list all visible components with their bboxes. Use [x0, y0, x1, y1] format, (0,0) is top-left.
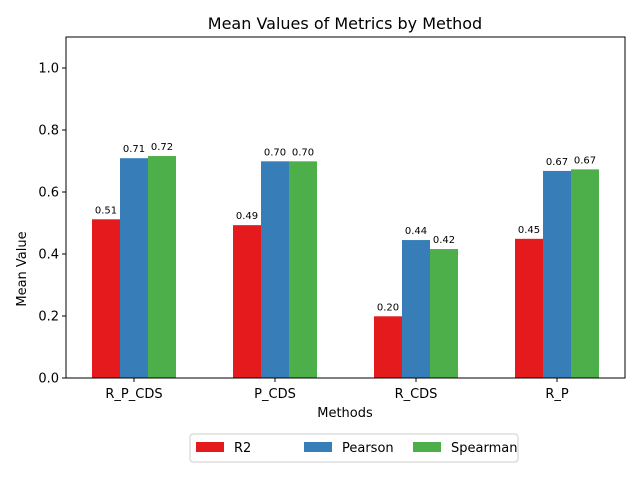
bar-r2-p_cds — [233, 225, 261, 378]
bar-r2-r_p_cds — [92, 219, 120, 378]
bar-spearman-r_p_cds — [148, 156, 176, 378]
chart-title: Mean Values of Metrics by Method — [208, 14, 482, 33]
y-axis-label: Mean Value — [15, 231, 30, 306]
bar-pearson-r_cds — [402, 240, 430, 378]
bar-spearman-p_cds — [289, 161, 317, 378]
bar-pearson-p_cds — [261, 161, 289, 378]
data-label: 0.51 — [95, 205, 117, 216]
data-label: 0.49 — [236, 211, 258, 222]
x-tick-label: R_P — [545, 387, 569, 402]
bar-pearson-r_p_cds — [120, 158, 148, 378]
bar-r2-r_p — [515, 238, 543, 378]
data-label: 0.45 — [518, 225, 540, 236]
y-tick-label: 0.8 — [38, 124, 59, 139]
value-labels-group: 0.51 0.49 0.20 0.45 0.71 0.70 0.44 0.67 0.72 0.70… — [95, 142, 596, 313]
bars-group — [92, 156, 599, 378]
x-axis-label: Methods — [317, 406, 373, 421]
legend-label-r2: R2 — [234, 441, 251, 456]
data-label: 0.71 — [123, 144, 145, 155]
data-label: 0.20 — [377, 302, 399, 313]
x-axis-ticks: R_P_CDS P_CDS R_CDS R_P — [105, 378, 569, 402]
y-tick-label: 0.2 — [38, 310, 59, 325]
bar-pearson-r_p — [543, 170, 571, 378]
legend-frame — [189, 433, 519, 463]
legend-swatch-pearson — [304, 442, 332, 452]
y-tick-label: 0.4 — [38, 248, 59, 263]
legend-swatch-spearman — [413, 442, 441, 452]
x-tick-label: R_CDS — [395, 387, 438, 402]
x-tick-label: R_P_CDS — [105, 387, 162, 402]
data-label: 0.70 — [264, 147, 286, 158]
y-tick-label: 0.6 — [38, 186, 59, 201]
legend-swatch-r2 — [196, 442, 224, 452]
bar-spearman-r_cds — [430, 249, 458, 378]
legend-label-pearson: Pearson — [342, 441, 394, 456]
legend-label-spearman: Spearman — [451, 441, 517, 456]
y-tick-label: 1.0 — [38, 62, 59, 77]
data-label: 0.67 — [546, 157, 568, 168]
data-label: 0.42 — [433, 235, 455, 246]
data-label: 0.44 — [405, 226, 427, 237]
data-label: 0.72 — [151, 142, 173, 153]
y-axis-ticks: 0.0 0.2 0.4 0.6 0.8 1.0 — [38, 62, 66, 387]
data-label: 0.70 — [292, 147, 314, 158]
legend: R2 Pearson Spearman — [189, 433, 519, 463]
data-label: 0.67 — [574, 155, 596, 166]
bar-r2-r_cds — [374, 316, 402, 378]
x-tick-label: P_CDS — [254, 387, 296, 402]
bar-spearman-r_p — [571, 169, 599, 378]
y-tick-label: 0.0 — [38, 372, 59, 387]
plot-area-frame — [65, 36, 626, 379]
